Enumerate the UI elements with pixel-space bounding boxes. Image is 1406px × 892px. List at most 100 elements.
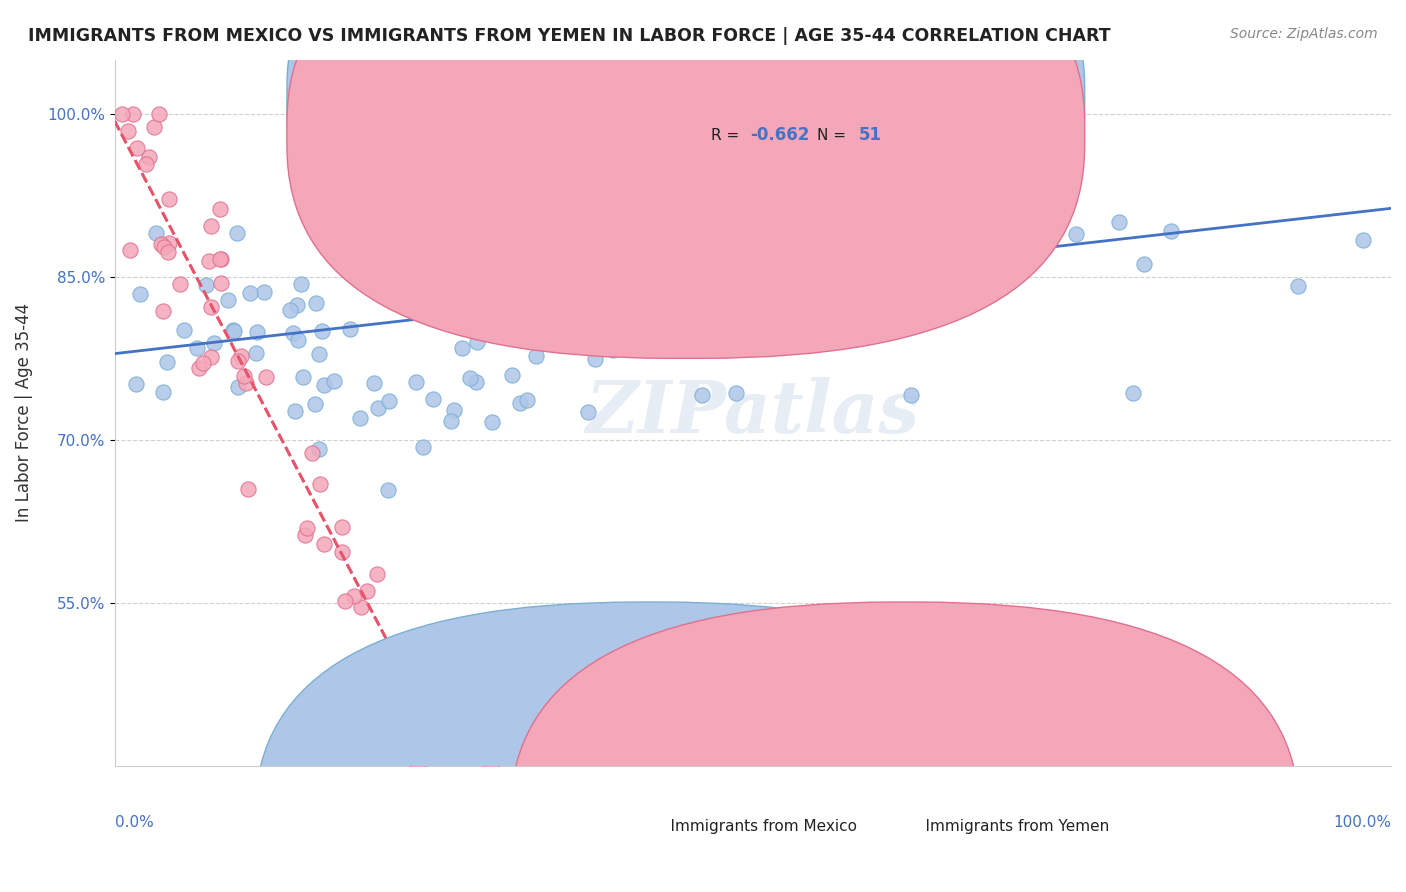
Point xyxy=(125,141,148,155)
Point xyxy=(706,332,728,346)
Point xyxy=(651,334,673,348)
Point xyxy=(404,300,426,314)
Point xyxy=(377,85,399,99)
Point xyxy=(363,376,385,390)
Point xyxy=(305,296,328,310)
Point xyxy=(389,285,412,300)
Point xyxy=(389,265,412,279)
Point xyxy=(294,528,316,542)
Point xyxy=(150,236,173,251)
Point xyxy=(284,404,307,418)
Point xyxy=(304,397,326,411)
Point xyxy=(960,261,983,276)
Point xyxy=(297,174,319,188)
Point xyxy=(222,324,245,338)
Point xyxy=(254,370,277,384)
Point xyxy=(474,208,496,222)
Point xyxy=(143,120,166,134)
Point xyxy=(350,599,373,614)
Point xyxy=(330,544,353,558)
Point xyxy=(187,360,209,375)
Point xyxy=(291,370,314,384)
Text: Immigrants from Mexico: Immigrants from Mexico xyxy=(651,819,856,834)
Point xyxy=(443,403,465,417)
Point xyxy=(901,247,924,261)
Point xyxy=(1286,279,1309,293)
Point xyxy=(366,566,388,581)
Point xyxy=(402,304,425,318)
Point xyxy=(111,107,134,121)
Point xyxy=(169,277,191,291)
Point xyxy=(222,323,245,337)
Point xyxy=(897,214,920,228)
Point xyxy=(519,291,541,305)
Point xyxy=(482,219,505,234)
Point xyxy=(343,589,366,603)
Point xyxy=(148,107,170,121)
Point xyxy=(481,415,503,429)
Point xyxy=(229,349,252,363)
Point xyxy=(538,323,561,337)
Point xyxy=(392,644,415,658)
Point xyxy=(658,299,681,313)
Point xyxy=(226,379,249,393)
Point xyxy=(408,759,430,773)
Point xyxy=(138,150,160,164)
Point xyxy=(637,145,659,160)
Point xyxy=(541,336,564,351)
Text: Immigrants from Yemen: Immigrants from Yemen xyxy=(905,819,1109,834)
Point xyxy=(285,298,308,312)
Point xyxy=(561,152,583,166)
Point xyxy=(900,387,922,401)
Point xyxy=(440,414,463,428)
Point xyxy=(647,143,669,157)
Point xyxy=(236,483,259,497)
Point xyxy=(583,351,606,366)
Point xyxy=(225,227,247,241)
Point xyxy=(817,239,839,253)
Point xyxy=(1046,179,1069,194)
Text: 100.0%: 100.0% xyxy=(1333,815,1391,830)
Point xyxy=(200,300,222,314)
Text: R =: R = xyxy=(710,128,740,143)
FancyBboxPatch shape xyxy=(510,602,1299,892)
Point xyxy=(700,305,723,319)
Point xyxy=(706,305,728,319)
Point xyxy=(534,334,557,349)
Point xyxy=(991,189,1014,203)
Point xyxy=(200,219,222,234)
Point xyxy=(278,303,301,318)
Point xyxy=(287,333,309,347)
Point xyxy=(145,227,167,241)
Point xyxy=(308,442,330,456)
Point xyxy=(689,267,711,281)
Point xyxy=(194,277,217,292)
Point xyxy=(465,376,488,390)
Point xyxy=(314,537,336,551)
Point xyxy=(135,156,157,170)
Point xyxy=(529,245,551,260)
Point xyxy=(450,341,472,355)
Point xyxy=(725,385,748,400)
Point xyxy=(479,759,502,773)
Point xyxy=(159,192,181,206)
Point xyxy=(465,291,488,305)
Point xyxy=(748,210,770,224)
Point xyxy=(405,376,427,390)
Point xyxy=(418,276,440,290)
Point xyxy=(509,396,531,410)
Point xyxy=(1108,215,1130,229)
Text: -0.662: -0.662 xyxy=(751,126,810,145)
Point xyxy=(209,276,232,290)
Point xyxy=(837,297,859,311)
Point xyxy=(524,349,547,363)
Point xyxy=(517,331,540,345)
Point xyxy=(619,309,641,323)
Point xyxy=(461,206,484,220)
Point xyxy=(602,204,624,219)
Point xyxy=(209,252,232,267)
Point xyxy=(122,107,145,121)
Point xyxy=(762,202,785,217)
Point xyxy=(707,208,730,222)
Point xyxy=(368,654,391,668)
